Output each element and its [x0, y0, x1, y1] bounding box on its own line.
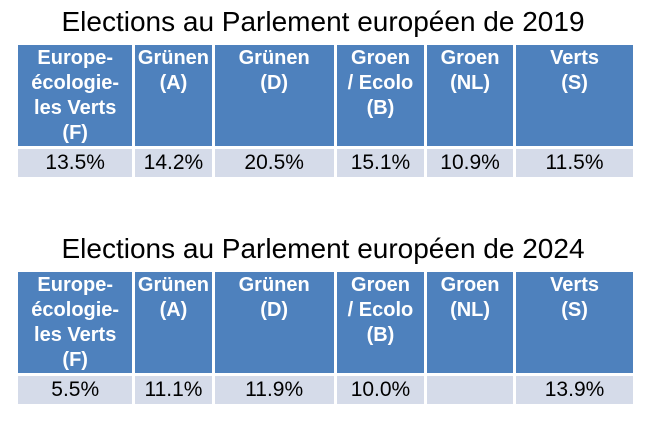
- results-table-2024: Europe- écologie- les Verts (F) Grünen (…: [14, 269, 636, 407]
- value-cell-gruenen-d-2024: 11.9%: [211, 373, 337, 407]
- header-cell-eelv-2024: Europe- écologie- les Verts (F): [14, 269, 136, 376]
- values-row-2024: 5.5% 11.1% 11.9% 10.0% 13.9%: [14, 373, 636, 407]
- header-cell-groen-ecolo-b-2024: Groen / Ecolo (B): [333, 269, 428, 376]
- header-cell-groen-nl-2024: Groen (NL): [424, 269, 517, 376]
- value-cell-gruenen-d-2019: 20.5%: [211, 146, 337, 180]
- value-cell-groen-ecolo-b-2024: 10.0%: [333, 373, 428, 407]
- value-cell-eelv-2024: 5.5%: [14, 373, 136, 407]
- value-cell-gruenen-a-2019: 14.2%: [132, 146, 215, 180]
- value-cell-groen-nl-2019: 10.9%: [424, 146, 517, 180]
- header-row-2019: Europe- écologie- les Verts (F) Grünen (…: [14, 42, 636, 149]
- header-cell-gruenen-a-2024: Grünen (A): [132, 269, 215, 376]
- value-cell-verts-s-2019: 11.5%: [513, 146, 636, 180]
- value-cell-groen-nl-2024: [424, 373, 517, 407]
- header-cell-verts-s-2024: Verts (S): [513, 269, 636, 376]
- header-cell-gruenen-d-2019: Grünen (D): [211, 42, 337, 149]
- value-cell-verts-s-2024: 13.9%: [513, 373, 636, 407]
- header-cell-gruenen-d-2024: Grünen (D): [211, 269, 337, 376]
- header-cell-eelv-2019: Europe- écologie- les Verts (F): [14, 42, 136, 149]
- header-cell-verts-s-2019: Verts (S): [513, 42, 636, 149]
- value-cell-eelv-2019: 13.5%: [14, 146, 136, 180]
- header-row-2024: Europe- écologie- les Verts (F) Grünen (…: [14, 269, 636, 376]
- header-cell-groen-nl-2019: Groen (NL): [424, 42, 517, 149]
- slide-title-2024: Elections au Parlement européen de 2024: [61, 233, 585, 264]
- value-cell-groen-ecolo-b-2019: 15.1%: [333, 146, 428, 180]
- results-table-2019: Europe- écologie- les Verts (F) Grünen (…: [14, 42, 636, 180]
- values-row-2019: 13.5% 14.2% 20.5% 15.1% 10.9% 11.5%: [14, 146, 636, 180]
- value-cell-gruenen-a-2024: 11.1%: [132, 373, 215, 407]
- slide-title-2019: Elections au Parlement européen de 2019: [61, 6, 585, 37]
- header-cell-gruenen-a-2019: Grünen (A): [132, 42, 215, 149]
- header-cell-groen-ecolo-b-2019: Groen / Ecolo (B): [333, 42, 428, 149]
